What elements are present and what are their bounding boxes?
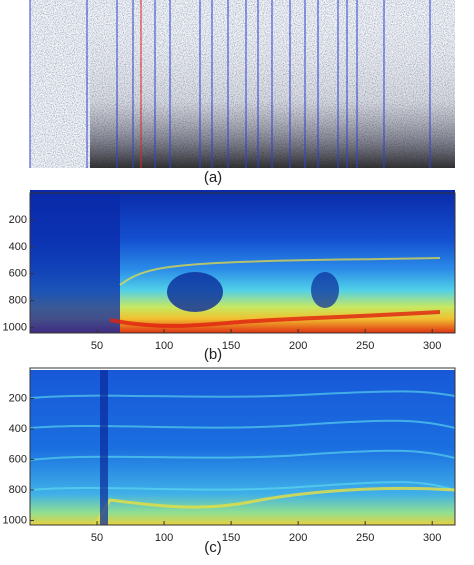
y-tick-label: 400 — [9, 423, 27, 435]
heatmap-region — [167, 272, 223, 312]
heatmap-region — [100, 370, 108, 525]
y-tick-label: 400 — [9, 241, 27, 253]
harmonic-tracks — [29, 390, 456, 491]
panel-label: (b) — [204, 346, 222, 363]
heatmap-c — [29, 370, 456, 526]
x-tick-label: 50 — [91, 340, 103, 352]
x-tick-label: 250 — [356, 340, 374, 352]
x-tick-label: 300 — [423, 532, 441, 544]
y-tick-label: 200 — [9, 214, 27, 226]
formant-track — [93, 486, 456, 526]
y-tick-label: 1000 — [3, 514, 27, 526]
heatmap-silence — [30, 190, 120, 333]
axes: (a) (b) 50 100 150 200 250 300 200 400 600 800 1000 (… — [3, 169, 456, 556]
y-tick-label: 800 — [9, 484, 27, 496]
formant-track — [119, 257, 441, 286]
x-tick-label: 300 — [423, 340, 441, 352]
y-tick-label: 1000 — [3, 322, 27, 334]
x-tick-label: 150 — [222, 532, 240, 544]
x-tick-label: 200 — [289, 532, 307, 544]
heatmap-background — [30, 370, 455, 525]
formant-track — [109, 310, 441, 328]
segment-boundaries — [29, 0, 431, 168]
y-tick-label: 600 — [9, 453, 27, 465]
x-tick-label: 100 — [155, 532, 173, 544]
x-tick-label: 150 — [222, 340, 240, 352]
spectrogram-panel — [29, 0, 455, 168]
x-tick-label: 250 — [356, 532, 374, 544]
x-tick-label: 200 — [289, 340, 307, 352]
y-tick-label: 200 — [9, 392, 27, 404]
x-tick-label: 50 — [91, 532, 103, 544]
heatmap-b — [30, 190, 455, 333]
heatmap-region — [311, 272, 339, 308]
y-tick-label: 800 — [9, 295, 27, 307]
plot-frame — [29, 367, 456, 526]
panel-label: (a) — [204, 169, 222, 186]
plot-frame — [29, 192, 456, 334]
y-tick-label: 600 — [9, 268, 27, 280]
panel-label: (c) — [204, 539, 222, 556]
x-tick-label: 100 — [155, 340, 173, 352]
